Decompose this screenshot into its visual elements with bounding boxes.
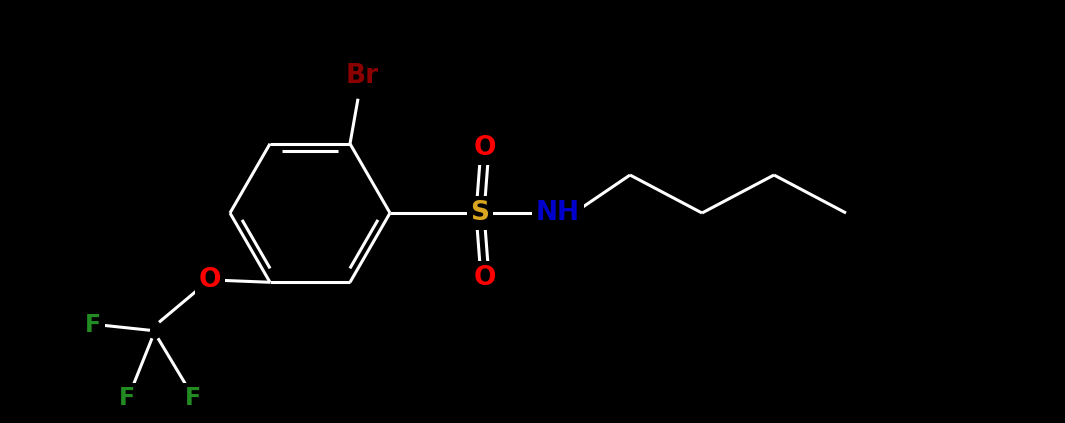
- Text: F: F: [85, 313, 101, 337]
- Text: F: F: [185, 386, 201, 410]
- Text: S: S: [471, 200, 490, 226]
- Text: F: F: [119, 386, 135, 410]
- Text: Br: Br: [345, 63, 378, 89]
- Text: O: O: [474, 265, 496, 291]
- Text: O: O: [199, 267, 222, 293]
- Text: NH: NH: [536, 200, 580, 226]
- Text: O: O: [474, 135, 496, 161]
